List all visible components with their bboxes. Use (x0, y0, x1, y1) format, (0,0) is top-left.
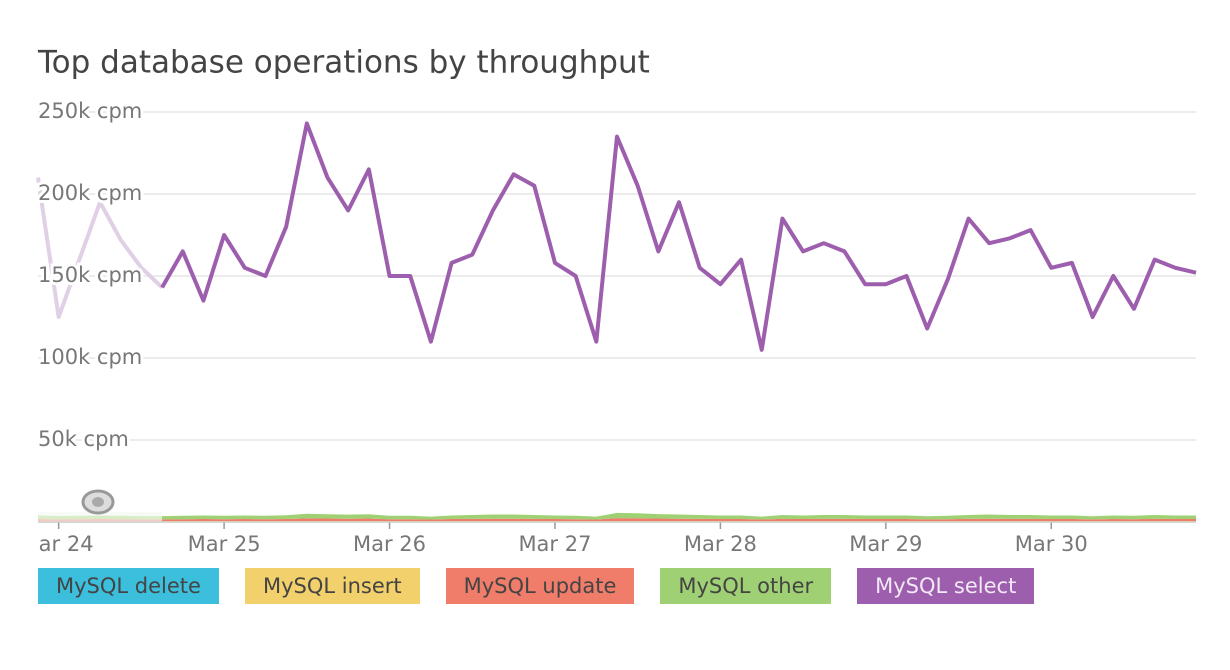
x-tick-label: ar 24 (39, 532, 94, 556)
stacked-area (38, 518, 1196, 522)
stacked-area (38, 512, 1196, 520)
legend: MySQL delete MySQL insert MySQL update MySQ… (38, 568, 1035, 604)
legend-item[interactable]: MySQL other (660, 568, 832, 604)
x-tick-label: Mar 30 (1015, 532, 1088, 556)
faded-overlay (38, 510, 163, 522)
legend-item[interactable]: MySQL select (857, 568, 1035, 604)
x-tick-label: Mar 25 (188, 532, 261, 556)
faded-line (36, 177, 164, 319)
line (160, 121, 1197, 352)
y-tick-label: 250k cpm (38, 99, 142, 123)
legend-item[interactable]: MySQL delete (38, 568, 219, 604)
legend-item[interactable]: MySQL insert (244, 568, 420, 604)
y-tick-label: 200k cpm (38, 181, 142, 205)
y-tick-label: 50k cpm (38, 427, 129, 451)
x-tick-label: Mar 28 (684, 532, 757, 556)
range-handle-inner (92, 497, 104, 507)
legend-item[interactable]: MySQL update (445, 568, 635, 604)
x-tick-label: Mar 27 (518, 532, 591, 556)
chart-title: Top database operations by throughput (37, 45, 650, 81)
x-tick-label: Mar 29 (849, 532, 922, 556)
x-tick-label: Mar 26 (353, 532, 426, 556)
y-tick-label: 100k cpm (38, 345, 142, 369)
y-tick-label: 150k cpm (38, 263, 142, 287)
